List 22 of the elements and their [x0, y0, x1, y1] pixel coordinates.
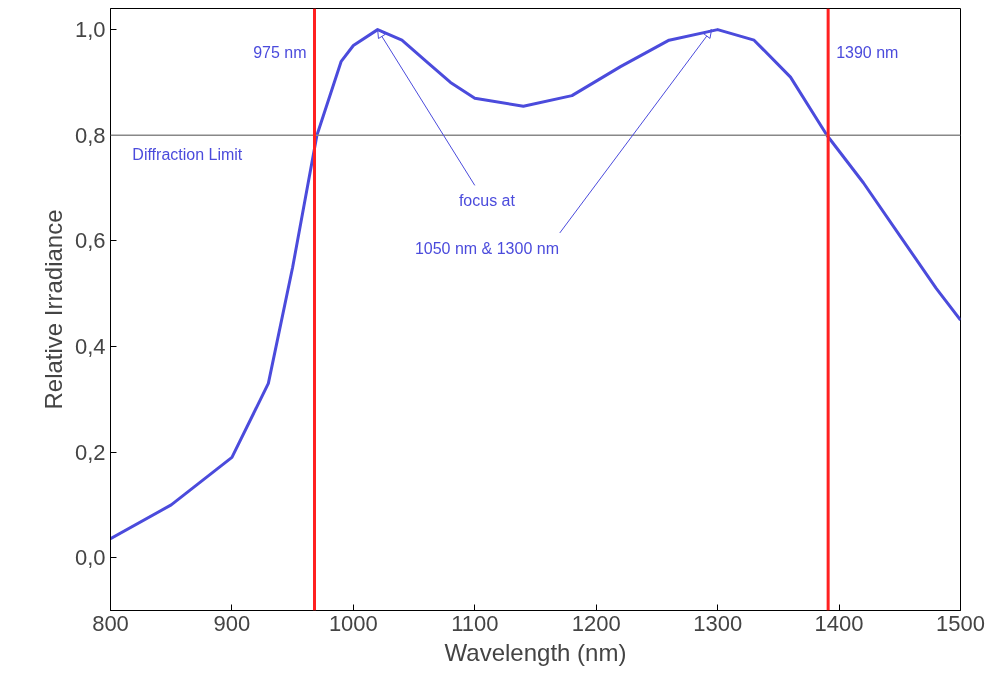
x-axis-title: Wavelength (nm): [444, 638, 627, 666]
x-tick-label: 1200: [571, 610, 621, 636]
x-tick-label: 1400: [814, 610, 864, 636]
y-axis-title: Relative Irradiance: [39, 209, 67, 410]
y-tick-label: 0,4: [74, 333, 106, 359]
x-tick-label: 1000: [328, 610, 378, 636]
y-tick-label: 0,6: [74, 228, 106, 254]
x-tick-label: 1100: [451, 610, 499, 636]
y-tick-label: 0,8: [74, 122, 106, 148]
annotation: focus at: [458, 192, 516, 210]
y-tick-label: 0,2: [74, 439, 106, 465]
ref-line-label: Diffraction Limit: [132, 146, 243, 164]
y-tick-label: 1,0: [74, 17, 106, 43]
x-tick-label: 900: [213, 610, 251, 636]
y-tick-label: 0,0: [74, 545, 106, 571]
line-series: [110, 28, 961, 541]
x-tick-label: 1500: [936, 610, 985, 636]
x-tick-label: 1300: [693, 610, 743, 636]
annotation: 1050 nm & 1300 nm: [414, 239, 559, 257]
x-tick-label: 800: [92, 610, 129, 636]
ref-line-label: 975 nm: [253, 44, 307, 62]
ref-line-label: 1390 nm: [836, 44, 899, 62]
